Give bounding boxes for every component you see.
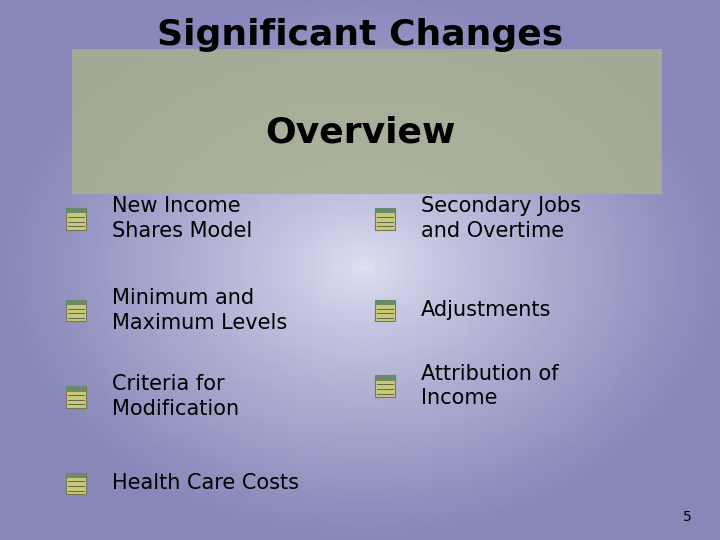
- Text: Significant Changes: Significant Changes: [157, 18, 563, 52]
- FancyBboxPatch shape: [66, 208, 86, 230]
- FancyBboxPatch shape: [66, 386, 86, 391]
- Text: Secondary Jobs
and Overtime: Secondary Jobs and Overtime: [421, 197, 581, 241]
- FancyBboxPatch shape: [66, 300, 86, 321]
- Text: Attribution of
Income: Attribution of Income: [421, 364, 559, 408]
- FancyBboxPatch shape: [375, 375, 395, 397]
- FancyBboxPatch shape: [72, 49, 662, 194]
- FancyBboxPatch shape: [66, 472, 86, 494]
- Text: 5: 5: [683, 510, 691, 524]
- FancyBboxPatch shape: [66, 300, 86, 305]
- Text: Overview: Overview: [265, 116, 455, 149]
- FancyBboxPatch shape: [66, 208, 86, 213]
- Text: Criteria for
Modification: Criteria for Modification: [112, 375, 239, 419]
- FancyBboxPatch shape: [66, 472, 86, 478]
- FancyBboxPatch shape: [375, 300, 395, 321]
- Text: Adjustments: Adjustments: [421, 300, 552, 321]
- FancyBboxPatch shape: [375, 208, 395, 213]
- FancyBboxPatch shape: [375, 300, 395, 305]
- Text: Minimum and
Maximum Levels: Minimum and Maximum Levels: [112, 288, 287, 333]
- FancyBboxPatch shape: [375, 208, 395, 230]
- FancyBboxPatch shape: [66, 386, 86, 408]
- FancyBboxPatch shape: [375, 375, 395, 381]
- Text: Health Care Costs: Health Care Costs: [112, 473, 299, 494]
- Text: New Income
Shares Model: New Income Shares Model: [112, 197, 252, 241]
